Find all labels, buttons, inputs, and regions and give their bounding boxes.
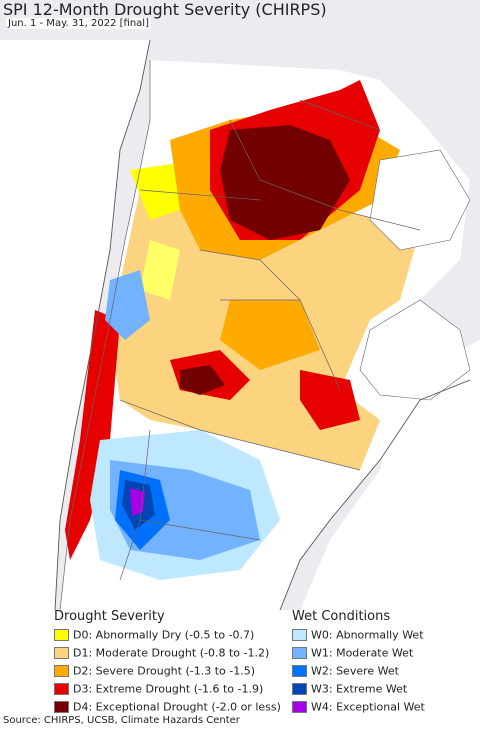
source-credit: Source: CHIRPS, UCSB, Climate Hazards Ce… bbox=[3, 715, 240, 726]
legend-swatch-d1 bbox=[54, 647, 69, 659]
legend-item-d4: D4: Exceptional Drought (-2.0 or less) bbox=[54, 700, 281, 714]
legend-swatch-d3 bbox=[54, 683, 69, 695]
drought-d0-b bbox=[140, 240, 180, 300]
legend-item-d3: D3: Extreme Drought (-1.6 to -1.9) bbox=[54, 682, 263, 696]
admin-boundaries bbox=[59, 60, 421, 610]
drought-map bbox=[0, 0, 480, 610]
drought-d3-coast bbox=[65, 310, 120, 560]
drought-d4-b bbox=[180, 365, 225, 395]
region-uruguay bbox=[359, 299, 471, 401]
wet-legend-heading: Wet Conditions bbox=[292, 609, 391, 624]
ocean-east bbox=[300, 340, 480, 610]
legend-item-d0: D0: Abnormally Dry (-0.5 to -0.7) bbox=[54, 628, 254, 642]
ocean bbox=[0, 40, 150, 610]
legend-swatch-w0 bbox=[292, 629, 307, 641]
map-subtitle: Jun. 1 - May. 31, 2022 [final] bbox=[6, 18, 151, 29]
legend-item-d2: D2: Severe Drought (-1.3 to -1.5) bbox=[54, 664, 255, 678]
coastline-east bbox=[279, 379, 471, 610]
legend-item-w4: W4: Exceptional Wet bbox=[292, 700, 425, 714]
drought-d4 bbox=[220, 125, 350, 240]
legend-item-d1: D1: Moderate Drought (-0.8 to -1.2) bbox=[54, 646, 269, 660]
legend-item-w2: W2: Severe Wet bbox=[292, 664, 399, 678]
legend-swatch-d4 bbox=[54, 701, 69, 713]
legend-swatch-w2 bbox=[292, 665, 307, 677]
drought-d3-east bbox=[300, 370, 360, 430]
legend-item-w3: W3: Extreme Wet bbox=[292, 682, 407, 696]
legend-swatch-d2 bbox=[54, 665, 69, 677]
region-brazil-south bbox=[369, 149, 471, 251]
legend-swatch-w3 bbox=[292, 683, 307, 695]
drought-d2-b bbox=[220, 300, 320, 370]
coastline bbox=[54, 39, 151, 610]
drought-legend-heading: Drought Severity bbox=[54, 609, 165, 624]
legend-item-w0: W0: Abnormally Wet bbox=[292, 628, 424, 642]
legend-item-w1: W1: Moderate Wet bbox=[292, 646, 413, 660]
legend-swatch-w4 bbox=[292, 701, 307, 713]
legend-swatch-w1 bbox=[292, 647, 307, 659]
map-title: SPI 12-Month Drought Severity (CHIRPS) bbox=[3, 0, 327, 19]
legend-swatch-d0 bbox=[54, 629, 69, 641]
